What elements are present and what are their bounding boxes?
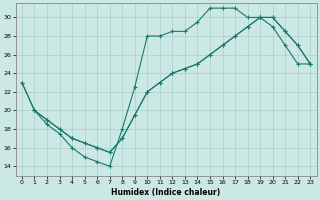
X-axis label: Humidex (Indice chaleur): Humidex (Indice chaleur) <box>111 188 221 197</box>
